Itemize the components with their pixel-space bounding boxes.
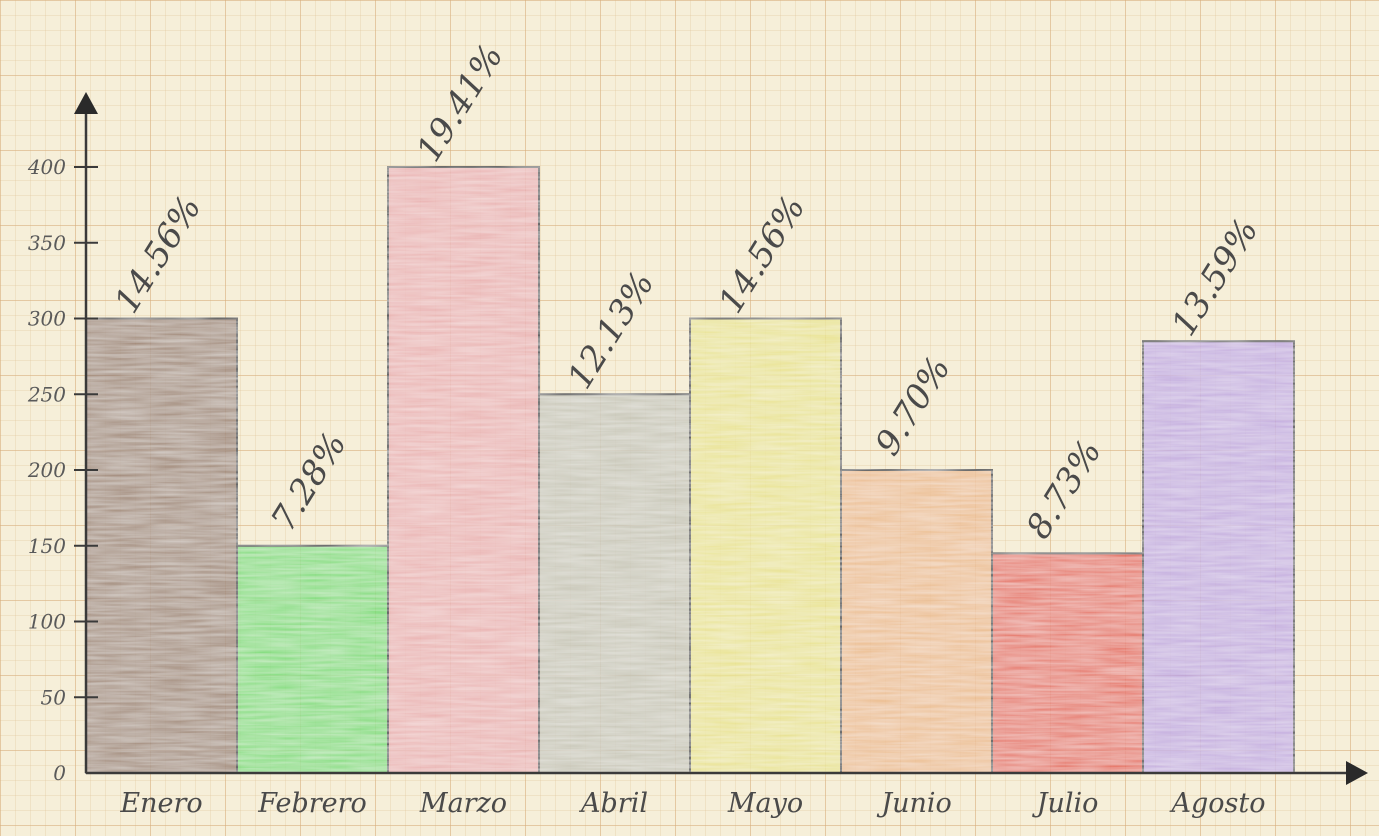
data-label-enero: 14.56% [107, 189, 210, 320]
y-tick-label: 200 [27, 458, 66, 482]
category-label-agosto: Agosto [1169, 788, 1266, 819]
category-label-julio: Julio [1032, 788, 1099, 819]
y-ticks-group: 0 50 100 150 200 250 300 350 400 [27, 155, 98, 785]
bar-marzo [387, 166, 540, 774]
bar-julio [991, 552, 1144, 775]
y-axis-arrow-icon [74, 92, 98, 114]
bar-enero [85, 317, 238, 774]
category-label-abril: Abril [578, 788, 648, 819]
x-axis-arrow-icon [1346, 761, 1368, 785]
category-label-marzo: Marzo [419, 788, 507, 819]
data-label-mayo: 14.56% [711, 189, 814, 320]
category-label-junio: Junio [876, 788, 952, 819]
bar-febrero [236, 544, 389, 774]
category-label-mayo: Mayo [727, 788, 803, 819]
data-label-junio: 9.70% [868, 350, 959, 463]
category-label-enero: Enero [119, 788, 202, 819]
data-label-julio: 8.73% [1019, 433, 1110, 546]
data-label-marzo: 19.41% [409, 38, 512, 169]
bar-mayo [689, 317, 842, 774]
data-label-abril: 12.13% [560, 265, 663, 396]
bar-abril [538, 393, 691, 774]
y-tick-label: 150 [28, 534, 66, 558]
bar-agosto [1142, 340, 1295, 774]
y-tick-label: 100 [28, 610, 66, 634]
y-tick-label: 350 [28, 231, 66, 255]
bar-junio [840, 469, 993, 774]
axes-group [74, 92, 1368, 785]
category-label-febrero: Febrero [257, 788, 367, 819]
y-tick-label: 300 [28, 307, 66, 331]
y-tick-label: 50 [41, 685, 67, 709]
y-tick-label: 250 [27, 382, 66, 406]
data-label-febrero: 7.28% [264, 426, 355, 539]
y-tick-label: 0 [53, 761, 66, 785]
category-labels-group: Enero Febrero Marzo Abril Mayo Junio Julio Agos… [119, 788, 1265, 819]
data-label-agosto: 13.59% [1164, 212, 1267, 343]
bars-group [85, 166, 1295, 775]
y-tick-label: 400 [27, 155, 66, 179]
